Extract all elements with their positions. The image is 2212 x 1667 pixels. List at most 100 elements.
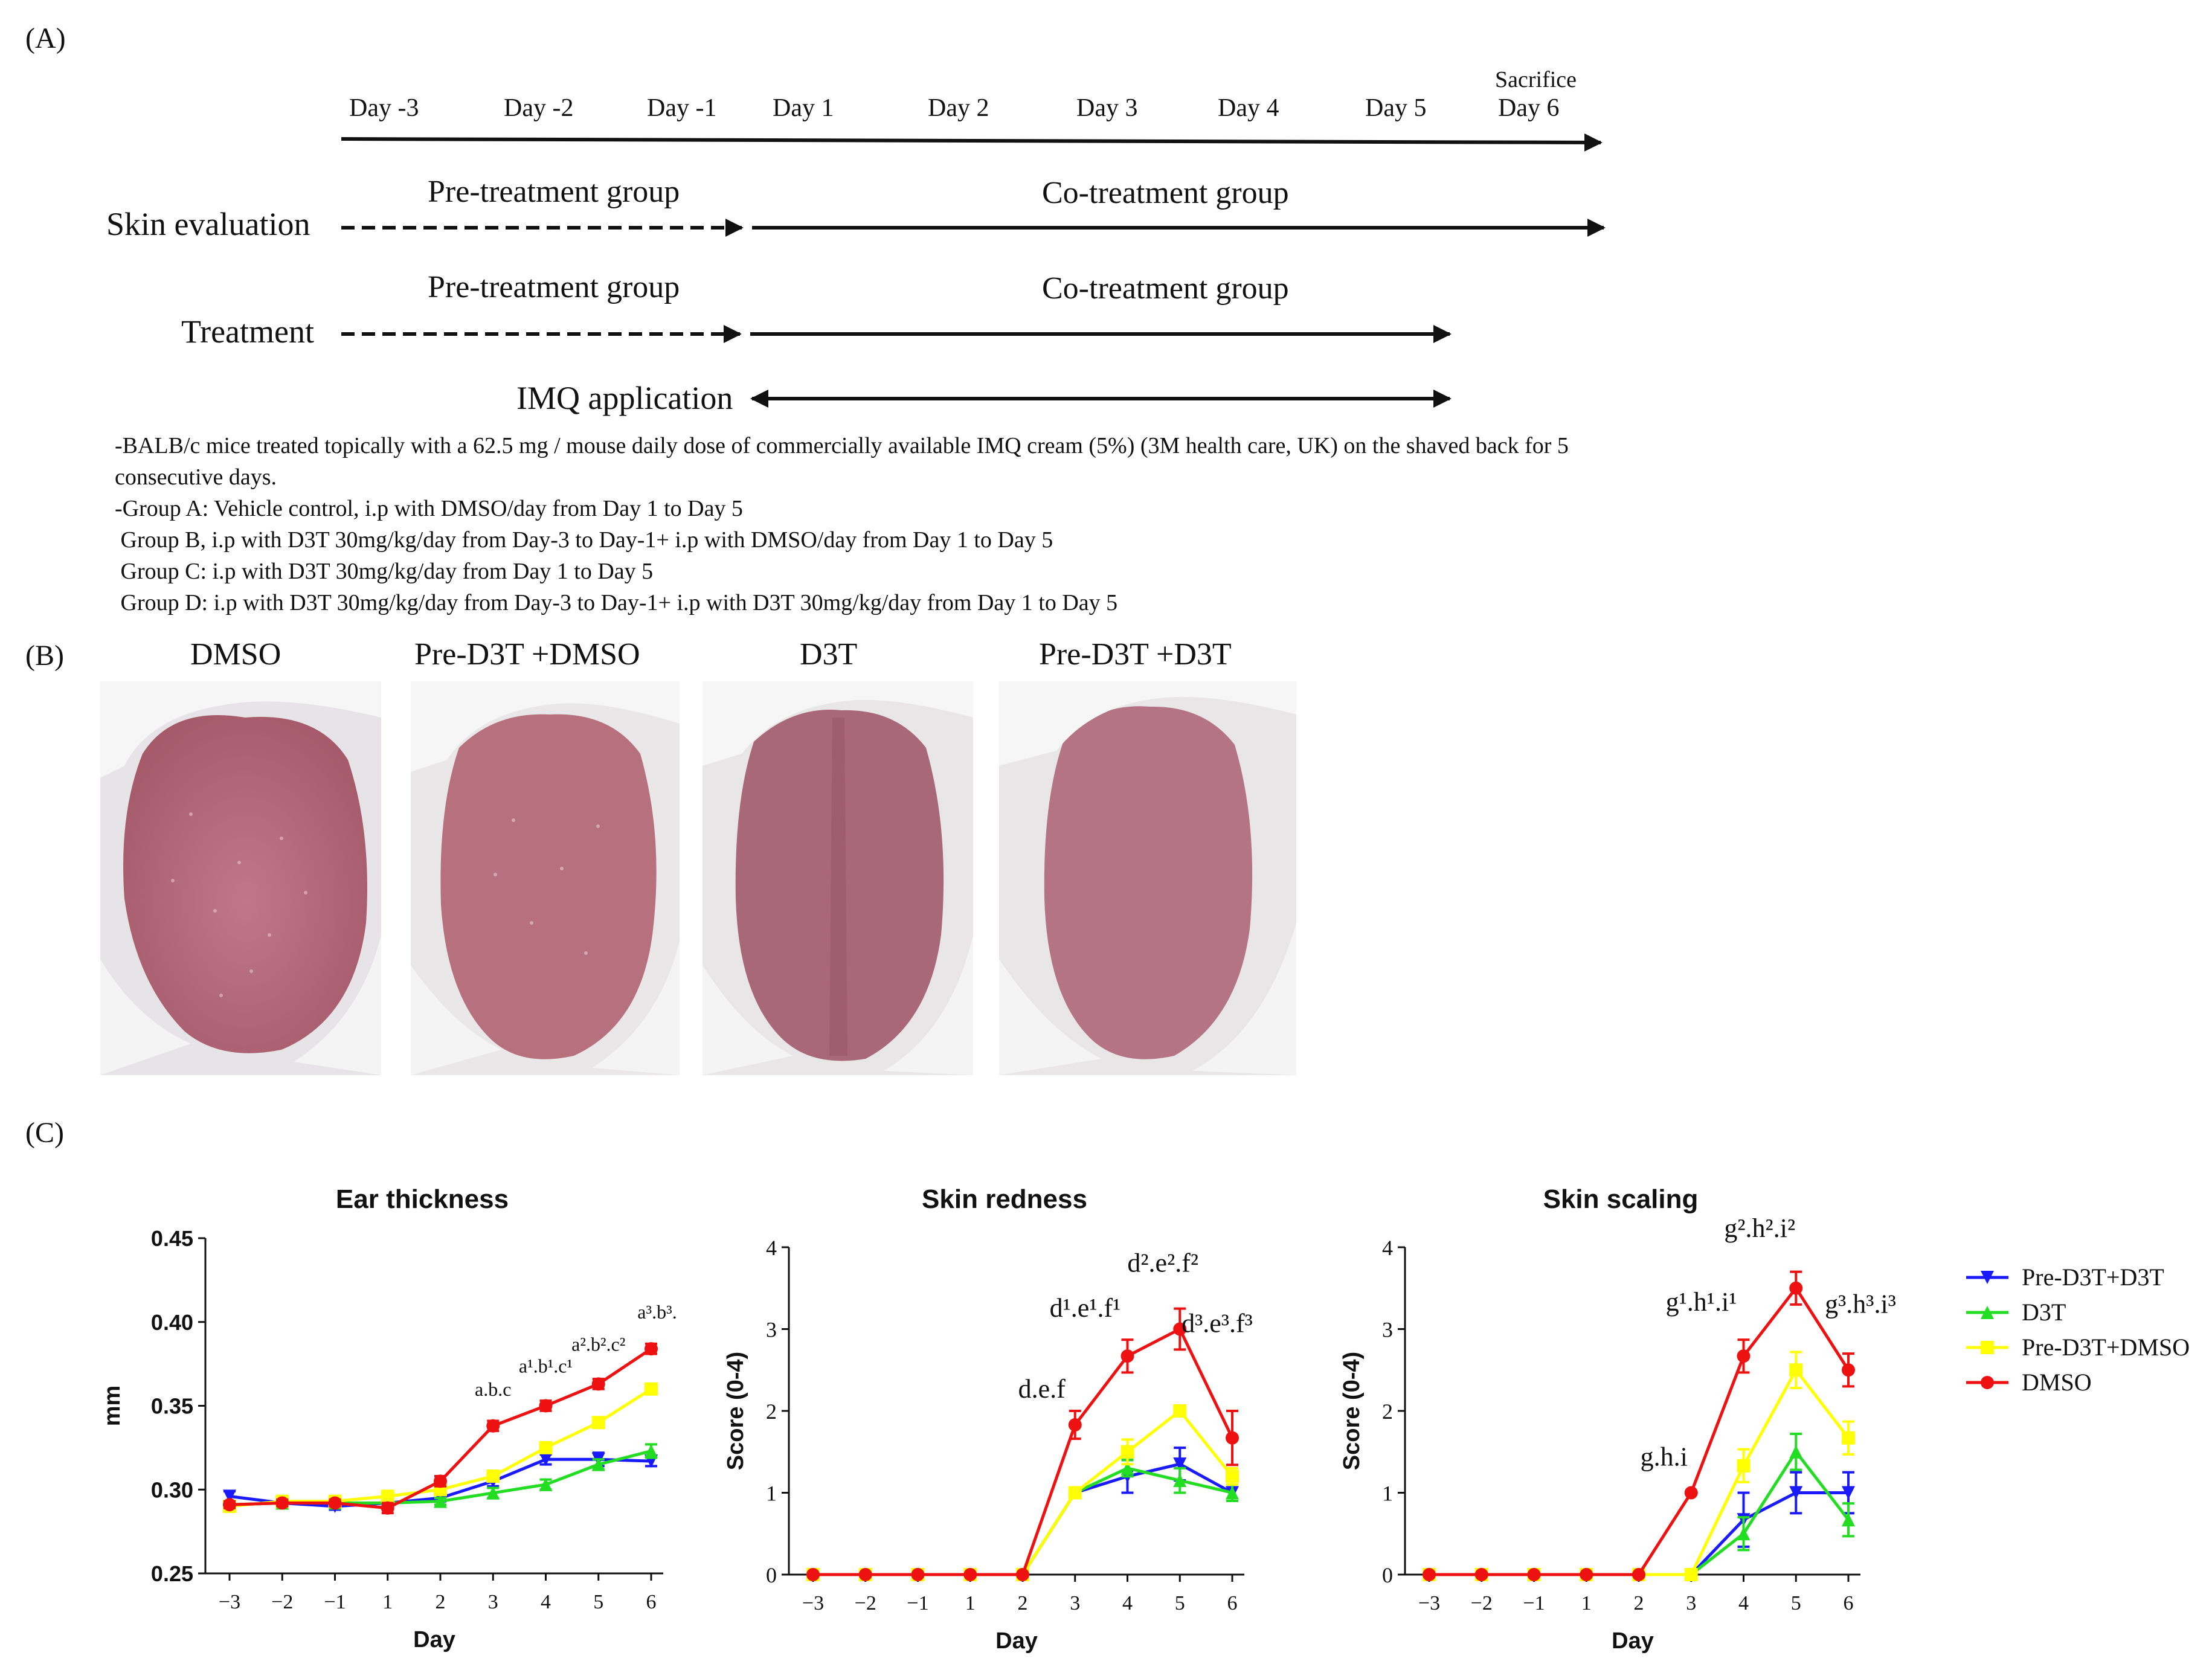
x-tick-label: −3: [802, 1592, 824, 1614]
data-point: [1173, 1457, 1187, 1471]
legend-label: Pre-D3T+D3T: [2022, 1264, 2164, 1291]
legend-swatch-marker: [1981, 1271, 1994, 1284]
x-tick-label: −2: [1471, 1592, 1493, 1614]
significance-annotation: g.h.i: [1641, 1442, 1688, 1472]
data-point: [645, 1342, 658, 1356]
x-tick-label: 1: [382, 1591, 393, 1613]
series-line: [1429, 1491, 1848, 1576]
x-axis-label: Day: [1612, 1628, 1654, 1654]
series-line: [813, 1462, 1233, 1576]
data-point: [539, 1441, 553, 1454]
day-label: Day -1: [647, 94, 717, 122]
skin-evaluation-label: Skin evaluation: [106, 206, 310, 242]
series-pre-d3t-d3t: [1423, 1471, 1855, 1581]
data-point: [1474, 1568, 1488, 1581]
data-point: [1120, 1349, 1134, 1363]
mouse-photo-pre-d3t-d3t: [999, 681, 1296, 1075]
mouse-photo-d3t: [703, 681, 973, 1075]
data-point: [328, 1496, 342, 1510]
data-point: [1789, 1445, 1803, 1459]
data-point: [1226, 1431, 1239, 1445]
day-label: Day 2: [928, 94, 989, 122]
legend-swatch-marker: [1981, 1306, 1994, 1319]
series-line: [813, 1408, 1233, 1576]
panel-a-label: (A): [25, 22, 66, 54]
imq-application-label: IMQ application: [516, 380, 733, 416]
data-point: [1842, 1431, 1855, 1445]
x-tick-label: 6: [1227, 1592, 1238, 1614]
x-tick-label: −1: [1523, 1592, 1545, 1614]
day-label: Day -2: [504, 94, 574, 122]
data-point: [434, 1474, 447, 1488]
day-label: Day 3: [1076, 94, 1138, 122]
chart-title: Skin redness: [922, 1184, 1087, 1214]
x-tick-label: −1: [907, 1592, 928, 1614]
x-tick-label: 6: [646, 1591, 657, 1613]
charts-svg: Ear thickness 0.25 0.30 0.35 0.40 0.45 mm −3 −2 −…: [100, 1184, 2190, 1654]
x-tick-label: 6: [1844, 1592, 1854, 1614]
panel-b-label: (B): [25, 640, 64, 672]
data-point: [645, 1382, 658, 1396]
y-axis-label: mm: [100, 1386, 125, 1427]
x-tick-label: 5: [1175, 1592, 1185, 1614]
data-point: [1737, 1527, 1751, 1541]
y-tick-label: 0.30: [151, 1477, 193, 1502]
note-line: Group B, i.p with D3T 30mg/kg/day from D…: [115, 527, 1053, 553]
y-tick-label: 0.45: [151, 1226, 193, 1251]
x-tick-label: 2: [1018, 1592, 1028, 1614]
legend-item: DMSO: [1966, 1369, 2092, 1396]
x-tick-label: 5: [593, 1591, 603, 1613]
mouse-photo-pre-d3t-dmso: [411, 681, 680, 1075]
day-label: Day -3: [349, 94, 419, 122]
x-tick-label: 4: [1122, 1592, 1133, 1614]
series-dmso: [1423, 1270, 1855, 1581]
y-tick-label: 3: [766, 1318, 777, 1342]
x-tick-label: 4: [1738, 1592, 1749, 1614]
sacrifice-label: Sacrifice: [1495, 67, 1577, 92]
photo-title-d3t: D3T: [800, 637, 858, 672]
y-tick-label: 4: [766, 1236, 777, 1260]
y-tick-label: 4: [1382, 1236, 1393, 1260]
significance-annotation: d².e².f²: [1127, 1248, 1198, 1278]
data-point: [1842, 1513, 1855, 1527]
y-tick-label: 2: [1382, 1399, 1393, 1424]
x-tick-label: 3: [1686, 1592, 1696, 1614]
data-point: [1173, 1404, 1187, 1418]
legend-swatch-marker: [1981, 1341, 1994, 1354]
data-point: [1842, 1486, 1855, 1500]
series-dmso: [806, 1307, 1239, 1581]
data-point: [911, 1568, 925, 1581]
legend-label: Pre-D3T+DMSO: [2022, 1334, 2190, 1361]
data-point: [963, 1568, 977, 1581]
x-tick-label: 1: [965, 1592, 976, 1614]
data-point: [1789, 1486, 1803, 1500]
data-point: [1423, 1568, 1436, 1581]
data-point: [591, 1457, 605, 1471]
data-point: [1120, 1445, 1134, 1459]
data-point: [591, 1416, 605, 1430]
data-point: [1068, 1418, 1082, 1432]
y-tick-label: 0.40: [151, 1310, 193, 1335]
skin-eval-co-title: Co-treatment group: [1042, 176, 1289, 210]
data-point: [223, 1498, 236, 1512]
y-tick-label: 0.35: [151, 1394, 193, 1419]
x-tick-label: 2: [1634, 1592, 1644, 1614]
significance-annotation: g².h².i²: [1724, 1213, 1795, 1243]
data-point: [486, 1419, 500, 1433]
treatment-pre-title: Pre-treatment group: [428, 270, 680, 304]
data-point: [1737, 1349, 1751, 1363]
y-axis-label: Score (0-4): [723, 1352, 748, 1470]
day-label: Day 5: [1365, 94, 1427, 122]
significance-annotation: d.e.f: [1018, 1374, 1066, 1404]
data-point: [381, 1501, 394, 1515]
x-tick-label: 1: [1581, 1592, 1592, 1614]
chart-title: Ear thickness: [336, 1184, 509, 1214]
x-tick-label: 5: [1791, 1592, 1801, 1614]
legend-label: DMSO: [2022, 1369, 2092, 1396]
x-tick-label: 2: [436, 1591, 446, 1613]
data-point: [1173, 1322, 1187, 1336]
day-label: Day 1: [773, 94, 834, 122]
data-point: [1842, 1363, 1855, 1377]
series-d3t: [1423, 1432, 1855, 1581]
photo-title-dmso: DMSO: [190, 637, 281, 672]
